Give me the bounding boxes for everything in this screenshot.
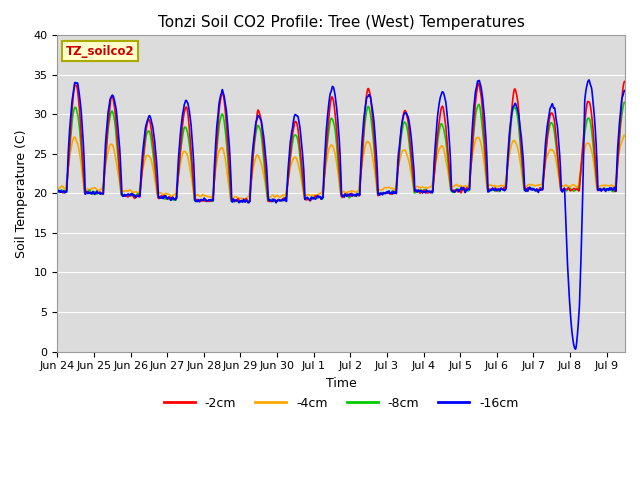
-4cm: [228, 196, 236, 202]
-4cm: [620, 132, 628, 138]
Legend: -2cm, -4cm, -8cm, -16cm: -2cm, -4cm, -8cm, -16cm: [159, 392, 524, 415]
-16cm: [585, 77, 593, 83]
-2cm: [173, 184, 181, 190]
-8cm: [477, 116, 485, 122]
-16cm: [572, 346, 579, 352]
Title: Tonzi Soil CO2 Profile: Tree (West) Temperatures: Tonzi Soil CO2 Profile: Tree (West) Temp…: [158, 15, 525, 30]
-2cm: [204, 198, 212, 204]
-4cm: [633, 181, 640, 187]
-4cm: [550, 149, 558, 155]
-8cm: [426, 190, 433, 195]
-8cm: [515, 124, 523, 130]
-8cm: [633, 186, 640, 192]
Line: -4cm: -4cm: [58, 135, 640, 199]
-16cm: [550, 106, 557, 111]
-4cm: [54, 186, 61, 192]
Line: -16cm: -16cm: [58, 80, 640, 349]
-16cm: [173, 176, 181, 181]
Text: TZ_soilco2: TZ_soilco2: [66, 45, 134, 58]
-16cm: [426, 189, 433, 194]
-8cm: [550, 126, 558, 132]
-2cm: [477, 95, 485, 101]
-2cm: [426, 189, 433, 194]
-16cm: [54, 190, 61, 195]
Y-axis label: Soil Temperature (C): Soil Temperature (C): [15, 129, 28, 258]
Line: -2cm: -2cm: [58, 81, 640, 201]
-2cm: [515, 109, 523, 115]
-4cm: [173, 179, 181, 184]
-8cm: [621, 99, 628, 105]
-8cm: [207, 198, 214, 204]
-8cm: [173, 184, 181, 190]
-2cm: [621, 78, 628, 84]
-4cm: [515, 151, 523, 156]
-2cm: [550, 115, 558, 121]
-16cm: [515, 111, 522, 117]
-16cm: [633, 188, 640, 194]
-16cm: [477, 85, 485, 91]
Line: -8cm: -8cm: [58, 102, 640, 201]
-4cm: [426, 184, 433, 190]
X-axis label: Time: Time: [326, 377, 356, 390]
-4cm: [477, 143, 485, 148]
-2cm: [54, 188, 61, 193]
-8cm: [54, 187, 61, 192]
-2cm: [633, 186, 640, 192]
